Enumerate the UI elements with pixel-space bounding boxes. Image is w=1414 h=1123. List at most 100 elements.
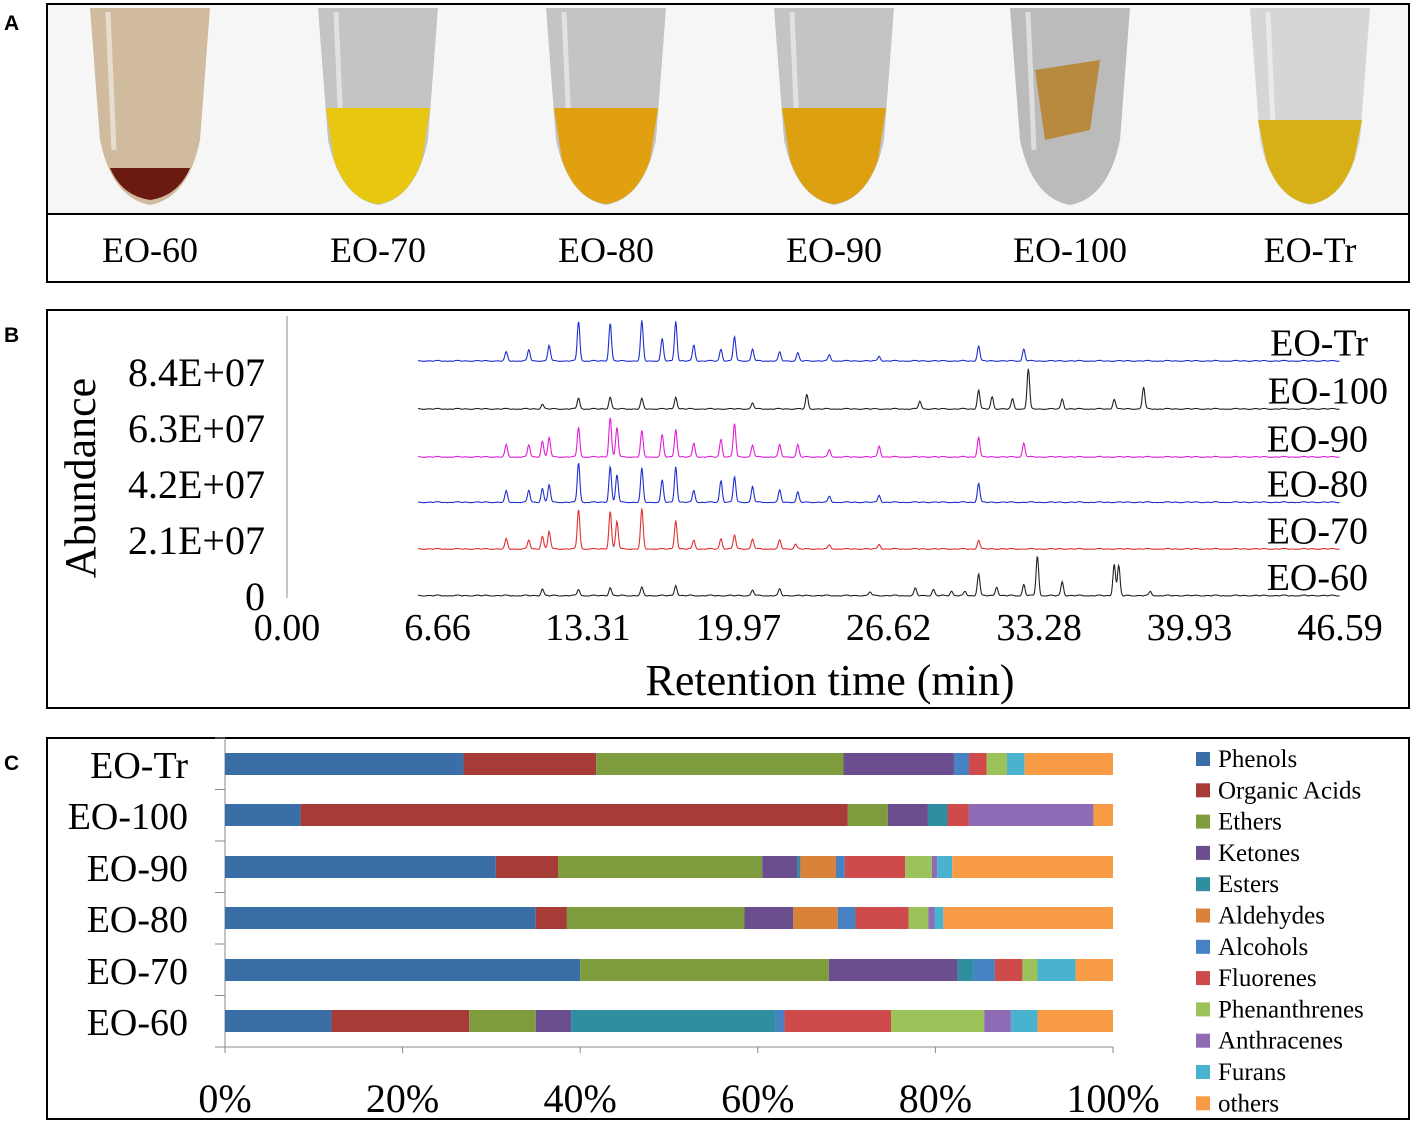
- bar-segment-phenols: [225, 959, 581, 981]
- panel-label-c: C: [4, 752, 19, 775]
- bar-segment-esters: [571, 1010, 776, 1032]
- bar-segment-anthracenes: [984, 1010, 1011, 1032]
- legend-label: Phenols: [1218, 746, 1297, 773]
- legend-item: Organic Acids: [1196, 777, 1361, 804]
- bar-segment-phenanthrenes: [986, 753, 1007, 775]
- bar-segment-aldehydes: [800, 856, 836, 878]
- tube-body: [90, 8, 210, 205]
- bar-segment-phenols: [225, 907, 536, 929]
- bar-segment-alcohols: [953, 753, 969, 775]
- legend-item: Fluorenes: [1196, 965, 1317, 992]
- x-tick-label: 80%: [899, 1076, 972, 1121]
- category-label: EO-100: [68, 796, 188, 838]
- bar-segment-furans: [937, 856, 953, 878]
- bar-segment-ketones: [843, 753, 954, 775]
- tube-liquid: [326, 108, 430, 204]
- trace-eo-100: [418, 368, 1340, 410]
- legend-swatch: [1196, 783, 1210, 798]
- chromatogram-y-axis-label: Abundance: [56, 378, 105, 578]
- composition-legend: Phenols Organic Acids Ethers Ketones Esters A…: [1196, 746, 1364, 1117]
- bar-segment-alcohols: [835, 856, 845, 878]
- trace-eo-70: [418, 508, 1340, 550]
- bar-segment-fluorenes: [784, 1010, 891, 1032]
- bar-segment-others: [1037, 1010, 1113, 1032]
- legend-label: Anthracenes: [1218, 1028, 1343, 1055]
- bar-segment-anthracenes: [968, 804, 1094, 826]
- x-tick-label: 39.93: [1147, 607, 1233, 649]
- bar-segment-phenanthrenes: [1022, 959, 1038, 981]
- category-label: EO-90: [87, 848, 188, 890]
- x-tick-label: 33.28: [996, 607, 1082, 649]
- composition-bars: [225, 753, 1113, 1032]
- legend-label: Fluorenes: [1218, 965, 1317, 992]
- legend-label: Ethers: [1218, 809, 1282, 836]
- x-tick-label: 60%: [721, 1076, 794, 1121]
- bar-segment-ketones: [535, 1010, 572, 1032]
- photo-strip: [48, 5, 1408, 213]
- legend-swatch: [1196, 1065, 1210, 1079]
- tube-label: EO-90: [786, 230, 882, 270]
- legend-swatch: [1196, 1002, 1210, 1017]
- bar-segment-fluorenes: [844, 856, 906, 878]
- chromatogram-traces: [418, 320, 1340, 597]
- bar-segment-furans: [934, 907, 944, 929]
- bar-segment-organic-acids: [331, 1010, 470, 1032]
- bar-row-eo-60: [225, 1010, 1113, 1032]
- bar-segment-fluorenes: [994, 959, 1023, 981]
- bar-segment-alcohols: [775, 1010, 785, 1032]
- bar-segment-others: [952, 856, 1113, 878]
- x-tick-label: 0%: [198, 1076, 251, 1121]
- trace-eo-90: [418, 417, 1340, 458]
- x-tick-label: 13.31: [545, 607, 631, 649]
- bar-segment-phenanthrenes: [891, 1010, 985, 1032]
- tube-liquid: [110, 168, 190, 200]
- series-label: EO-100: [1268, 370, 1388, 412]
- tube-labels: EO-60 EO-70 EO-80 EO-90 EO-100 EO-Tr: [102, 230, 1356, 270]
- series-label: EO-70: [1267, 510, 1368, 552]
- legend-item: Ethers: [1196, 809, 1282, 836]
- legend-item: Esters: [1196, 871, 1279, 898]
- panel-label-b: B: [4, 324, 19, 347]
- bar-segment-phenanthrenes: [908, 907, 929, 929]
- x-tick-label: 46.59: [1297, 607, 1383, 649]
- legend-label: others: [1218, 1090, 1279, 1117]
- legend-item: others: [1196, 1090, 1279, 1117]
- tube-liquid: [1035, 60, 1100, 140]
- bar-segment-phenanthrenes: [905, 856, 932, 878]
- legend-item: Anthracenes: [1196, 1028, 1343, 1055]
- bar-segment-esters: [927, 804, 948, 826]
- tube-label: EO-80: [558, 230, 654, 270]
- category-label: EO-60: [87, 1002, 188, 1044]
- bar-segment-others: [943, 907, 1113, 929]
- y-tick-label: 6.3E+07: [128, 406, 265, 451]
- bar-row-eo-tr: [225, 753, 1113, 775]
- tube-eo-60: [90, 8, 210, 205]
- bar-segment-fluorenes: [947, 804, 969, 826]
- bar-segment-ethers: [558, 856, 763, 878]
- legend-label: Phenanthrenes: [1218, 996, 1364, 1023]
- legend-label: Ketones: [1218, 840, 1300, 867]
- bar-segment-ketones: [744, 907, 794, 929]
- tube-highlight: [105, 11, 117, 151]
- legend-swatch: [1196, 814, 1210, 829]
- composition-category-labels: EO-Tr EO-100 EO-90 EO-80 EO-70 EO-60: [68, 745, 189, 1044]
- legend-swatch: [1196, 971, 1210, 986]
- legend-label: Furans: [1218, 1059, 1286, 1086]
- bar-segment-organic-acids: [300, 804, 848, 826]
- chromatogram-y-ticks: 0 2.1E+07 4.2E+07 6.3E+07 8.4E+07: [128, 350, 265, 619]
- bar-segment-esters: [797, 856, 801, 878]
- bar-segment-others: [1093, 804, 1113, 826]
- y-tick-label: 0: [245, 574, 265, 619]
- tube-eo-100: [1010, 8, 1130, 205]
- legend-label: Esters: [1218, 871, 1279, 898]
- bar-segment-alcohols: [837, 907, 856, 929]
- legend-label: Aldehydes: [1218, 903, 1325, 930]
- bar-segment-fluorenes: [855, 907, 909, 929]
- y-tick-label: 4.2E+07: [128, 462, 265, 507]
- bar-segment-esters: [957, 959, 974, 981]
- legend-item: Phenols: [1196, 746, 1297, 773]
- tube-liquid: [1258, 120, 1362, 204]
- bar-row-eo-80: [225, 907, 1113, 929]
